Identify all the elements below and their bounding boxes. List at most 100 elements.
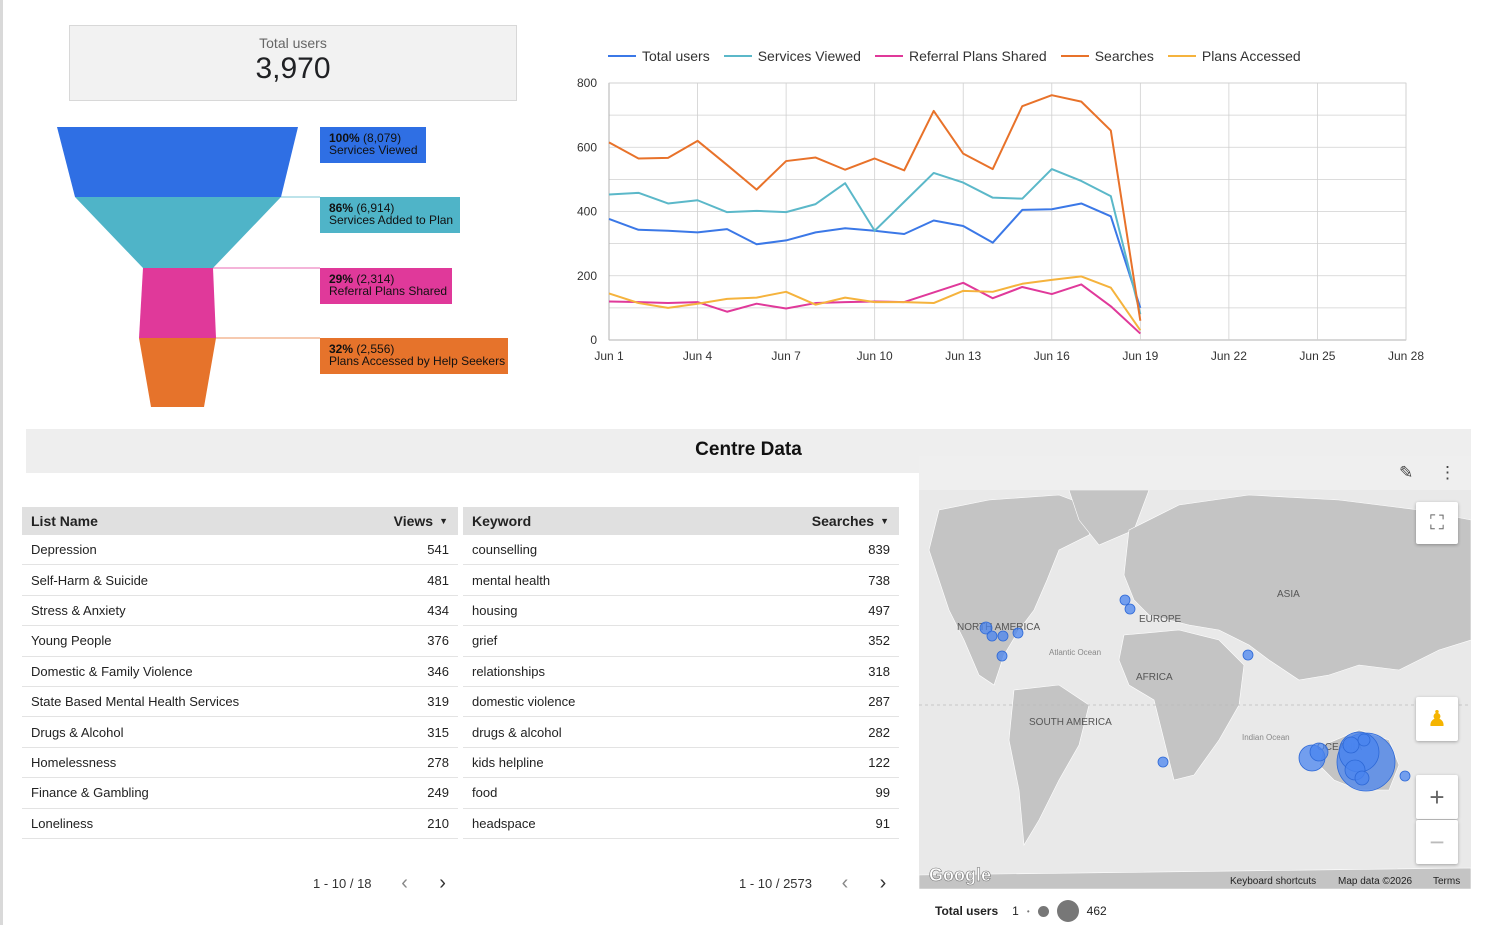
land-africa (1118, 629, 1245, 781)
table-body: Depression 541 Self-Harm & Suicide 481 Stres… (22, 535, 458, 839)
table-row[interactable]: Drugs & Alcohol 315 (22, 717, 458, 748)
column-header-searches[interactable]: Searches ▼ (812, 513, 899, 529)
column-header-label: Searches (811, 513, 875, 529)
table-row[interactable]: relationships 318 (463, 657, 899, 687)
next-page-icon[interactable]: › (439, 872, 446, 894)
funnel-count: (2,314) (356, 272, 395, 286)
table-row[interactable]: drugs & alcohol 282 (463, 717, 899, 748)
cell-value: 434 (427, 602, 449, 618)
keyword-table-pager: 1 - 10 / 2573 ‹ › (739, 872, 902, 895)
table-row[interactable]: Depression 541 (22, 535, 458, 566)
keyboard-shortcuts-link[interactable]: Keyboard shortcuts (1230, 876, 1317, 887)
column-header-views[interactable]: Views ▼ (394, 513, 458, 529)
table-row[interactable]: Young People 376 (22, 626, 458, 657)
table-row[interactable]: Self-Harm & Suicide 481 (22, 565, 458, 596)
map-legend-min: 1 (1012, 904, 1019, 918)
map-legend-large-dot (1056, 900, 1079, 922)
list-name-table: List Name Views ▼ Depression 541 Self-Harm … (22, 507, 458, 839)
series-line-plans-accessed (608, 275, 1142, 331)
table-row[interactable]: Stress & Anxiety 434 (22, 596, 458, 627)
map-label-south-america: SOUTH AMERICA (1029, 717, 1112, 728)
fullscreen-icon[interactable]: ⛶ (1416, 502, 1458, 544)
map-bubble[interactable] (1342, 736, 1360, 754)
cell-label: Homelessness (31, 754, 117, 770)
column-header-list-name[interactable]: List Name (31, 513, 98, 529)
legend-swatch (608, 55, 636, 57)
table-row[interactable]: Homelessness 278 (22, 748, 458, 779)
legend-item-searches[interactable]: Searches (1060, 48, 1154, 64)
map-bubble[interactable] (1399, 770, 1411, 782)
funnel-stage-4 (139, 338, 216, 407)
legend-item-services-viewed[interactable]: Services Viewed (723, 48, 861, 64)
map-bubble[interactable] (986, 630, 998, 642)
cell-value: 287 (868, 694, 890, 710)
cell-value: 481 (427, 572, 449, 588)
previous-page-icon[interactable]: ‹ (841, 872, 849, 894)
map-bubble[interactable] (1309, 742, 1329, 762)
table-row[interactable]: Domestic & Family Violence 346 (22, 657, 458, 687)
scorecard-value: 3,970 (255, 52, 331, 85)
cell-label: kids helpline (472, 754, 544, 770)
table-row[interactable]: kids helpline 122 (463, 748, 899, 779)
y-tick-label: 400 (577, 205, 597, 219)
map-bubbles (979, 594, 1411, 792)
left-border (0, 0, 3, 925)
map-data-attribution: Map data ©2026 (1338, 876, 1413, 887)
map-bubble[interactable] (1354, 770, 1370, 786)
next-page-icon[interactable]: › (879, 872, 887, 894)
x-tick-label: Jun 25 (1299, 349, 1335, 363)
cell-label: counselling (472, 542, 538, 558)
legend-item-referral-plans-shared[interactable]: Referral Plans Shared (874, 48, 1047, 64)
cell-label: Domestic & Family Violence (31, 663, 193, 679)
table-row[interactable]: mental health 738 (463, 565, 899, 596)
table-row[interactable]: Finance & Gambling 249 (22, 778, 458, 809)
pegman-icon[interactable]: ♟ (1416, 697, 1458, 741)
map-canvas: ASIA EUROPE NORTH AMERICA Atlantic Ocean… (919, 490, 1471, 889)
map-bubble[interactable] (1242, 649, 1254, 661)
map-bubble[interactable] (1357, 733, 1371, 747)
plus-icon[interactable]: + (1416, 775, 1458, 819)
more-vert-icon[interactable]: ⋮ (1439, 463, 1456, 482)
cell-label: Depression (31, 542, 97, 558)
line-chart-legend: Total users Services Viewed Referral Pla… (608, 48, 1301, 64)
previous-page-icon[interactable]: ‹ (401, 872, 408, 894)
cell-value: 839 (868, 542, 890, 558)
legend-item-plans-accessed[interactable]: Plans Accessed (1167, 48, 1301, 64)
table-row[interactable]: grief 352 (463, 626, 899, 657)
legend-swatch (874, 55, 903, 57)
funnel-stage-2 (75, 197, 281, 268)
pencil-icon[interactable]: ✎ (1399, 463, 1414, 482)
column-header-keyword[interactable]: Keyword (472, 513, 532, 529)
map-bubble[interactable] (1119, 594, 1131, 606)
map-bubble[interactable] (1124, 603, 1136, 615)
cell-value: 99 (875, 785, 890, 801)
table-row[interactable]: counselling 839 (463, 535, 899, 566)
map-bubble[interactable] (979, 621, 993, 635)
world-map[interactable]: ASIA EUROPE NORTH AMERICA Atlantic Ocean… (919, 490, 1471, 889)
funnel-pct: 32% (329, 342, 354, 356)
table-row[interactable]: domestic violence 287 (463, 687, 899, 718)
table-header: List Name Views ▼ (22, 507, 458, 535)
table-row[interactable]: food 99 (463, 778, 899, 809)
x-tick-label: Jun 7 (771, 349, 801, 363)
funnel-pct: 100% (329, 131, 360, 145)
table-body: counselling 839 mental health 738 housing 497… (463, 535, 899, 839)
table-row[interactable]: housing 497 (463, 596, 899, 627)
map-bubble[interactable] (1157, 756, 1169, 768)
column-header-label: Views (393, 513, 434, 529)
legend-item-total-users[interactable]: Total users (608, 48, 710, 64)
minus-icon[interactable]: − (1416, 820, 1458, 864)
funnel-count: (6,914) (356, 201, 395, 215)
sort-desc-icon: ▼ (439, 516, 448, 526)
map-bubble[interactable] (1012, 627, 1024, 639)
map-bubble[interactable] (996, 650, 1008, 662)
legend-swatch (723, 55, 752, 57)
table-row[interactable]: State Based Mental Health Services 319 (22, 687, 458, 718)
cell-label: Finance & Gambling (31, 785, 149, 801)
y-tick-label: 200 (577, 269, 597, 283)
legend-label: Services Viewed (757, 48, 861, 64)
table-row[interactable]: Loneliness 210 (22, 809, 458, 839)
terms-link[interactable]: Terms (1433, 876, 1461, 887)
table-row[interactable]: headspace 91 (463, 809, 899, 839)
map-bubble[interactable] (997, 630, 1009, 642)
